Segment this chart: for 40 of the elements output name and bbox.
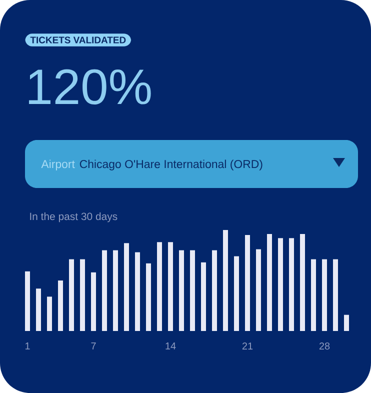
text: 120%	[28, 69, 151, 104]
bar	[69, 259, 74, 331]
bar	[267, 234, 272, 331]
bar	[102, 250, 107, 331]
bar	[212, 250, 217, 331]
bar	[256, 249, 261, 331]
bar	[311, 259, 316, 331]
bar	[300, 234, 305, 331]
bar	[80, 259, 85, 331]
bar	[333, 259, 338, 331]
bar	[344, 314, 349, 331]
bar	[278, 238, 283, 331]
bar	[201, 262, 206, 331]
bar	[190, 250, 195, 331]
chart-subtitle: In the past 30 days	[30, 212, 118, 222]
bar	[36, 288, 41, 331]
bar	[58, 280, 63, 331]
bar	[91, 272, 96, 331]
x-tick-label: 21	[242, 342, 253, 350]
bar	[245, 235, 250, 331]
bar	[223, 230, 228, 331]
bar	[124, 243, 129, 331]
x-tick-label: 1	[25, 342, 30, 350]
bar	[322, 259, 327, 331]
x-tick-label: 28	[319, 342, 330, 350]
text: Chicago O'Hare International (ORD)	[80, 160, 262, 170]
x-tick-label: 14	[166, 342, 176, 350]
bar	[234, 256, 239, 331]
bar	[289, 238, 294, 331]
x-tick-label: 7	[91, 342, 96, 350]
bar	[135, 252, 140, 331]
bar	[47, 296, 52, 331]
bar	[25, 271, 30, 331]
chart-title: TICKETS VALIDATED	[30, 36, 126, 44]
text: Airport	[41, 160, 75, 170]
bar	[113, 250, 118, 331]
bar	[179, 250, 184, 331]
bar	[146, 263, 151, 331]
bar	[168, 242, 173, 331]
bar	[157, 242, 162, 331]
